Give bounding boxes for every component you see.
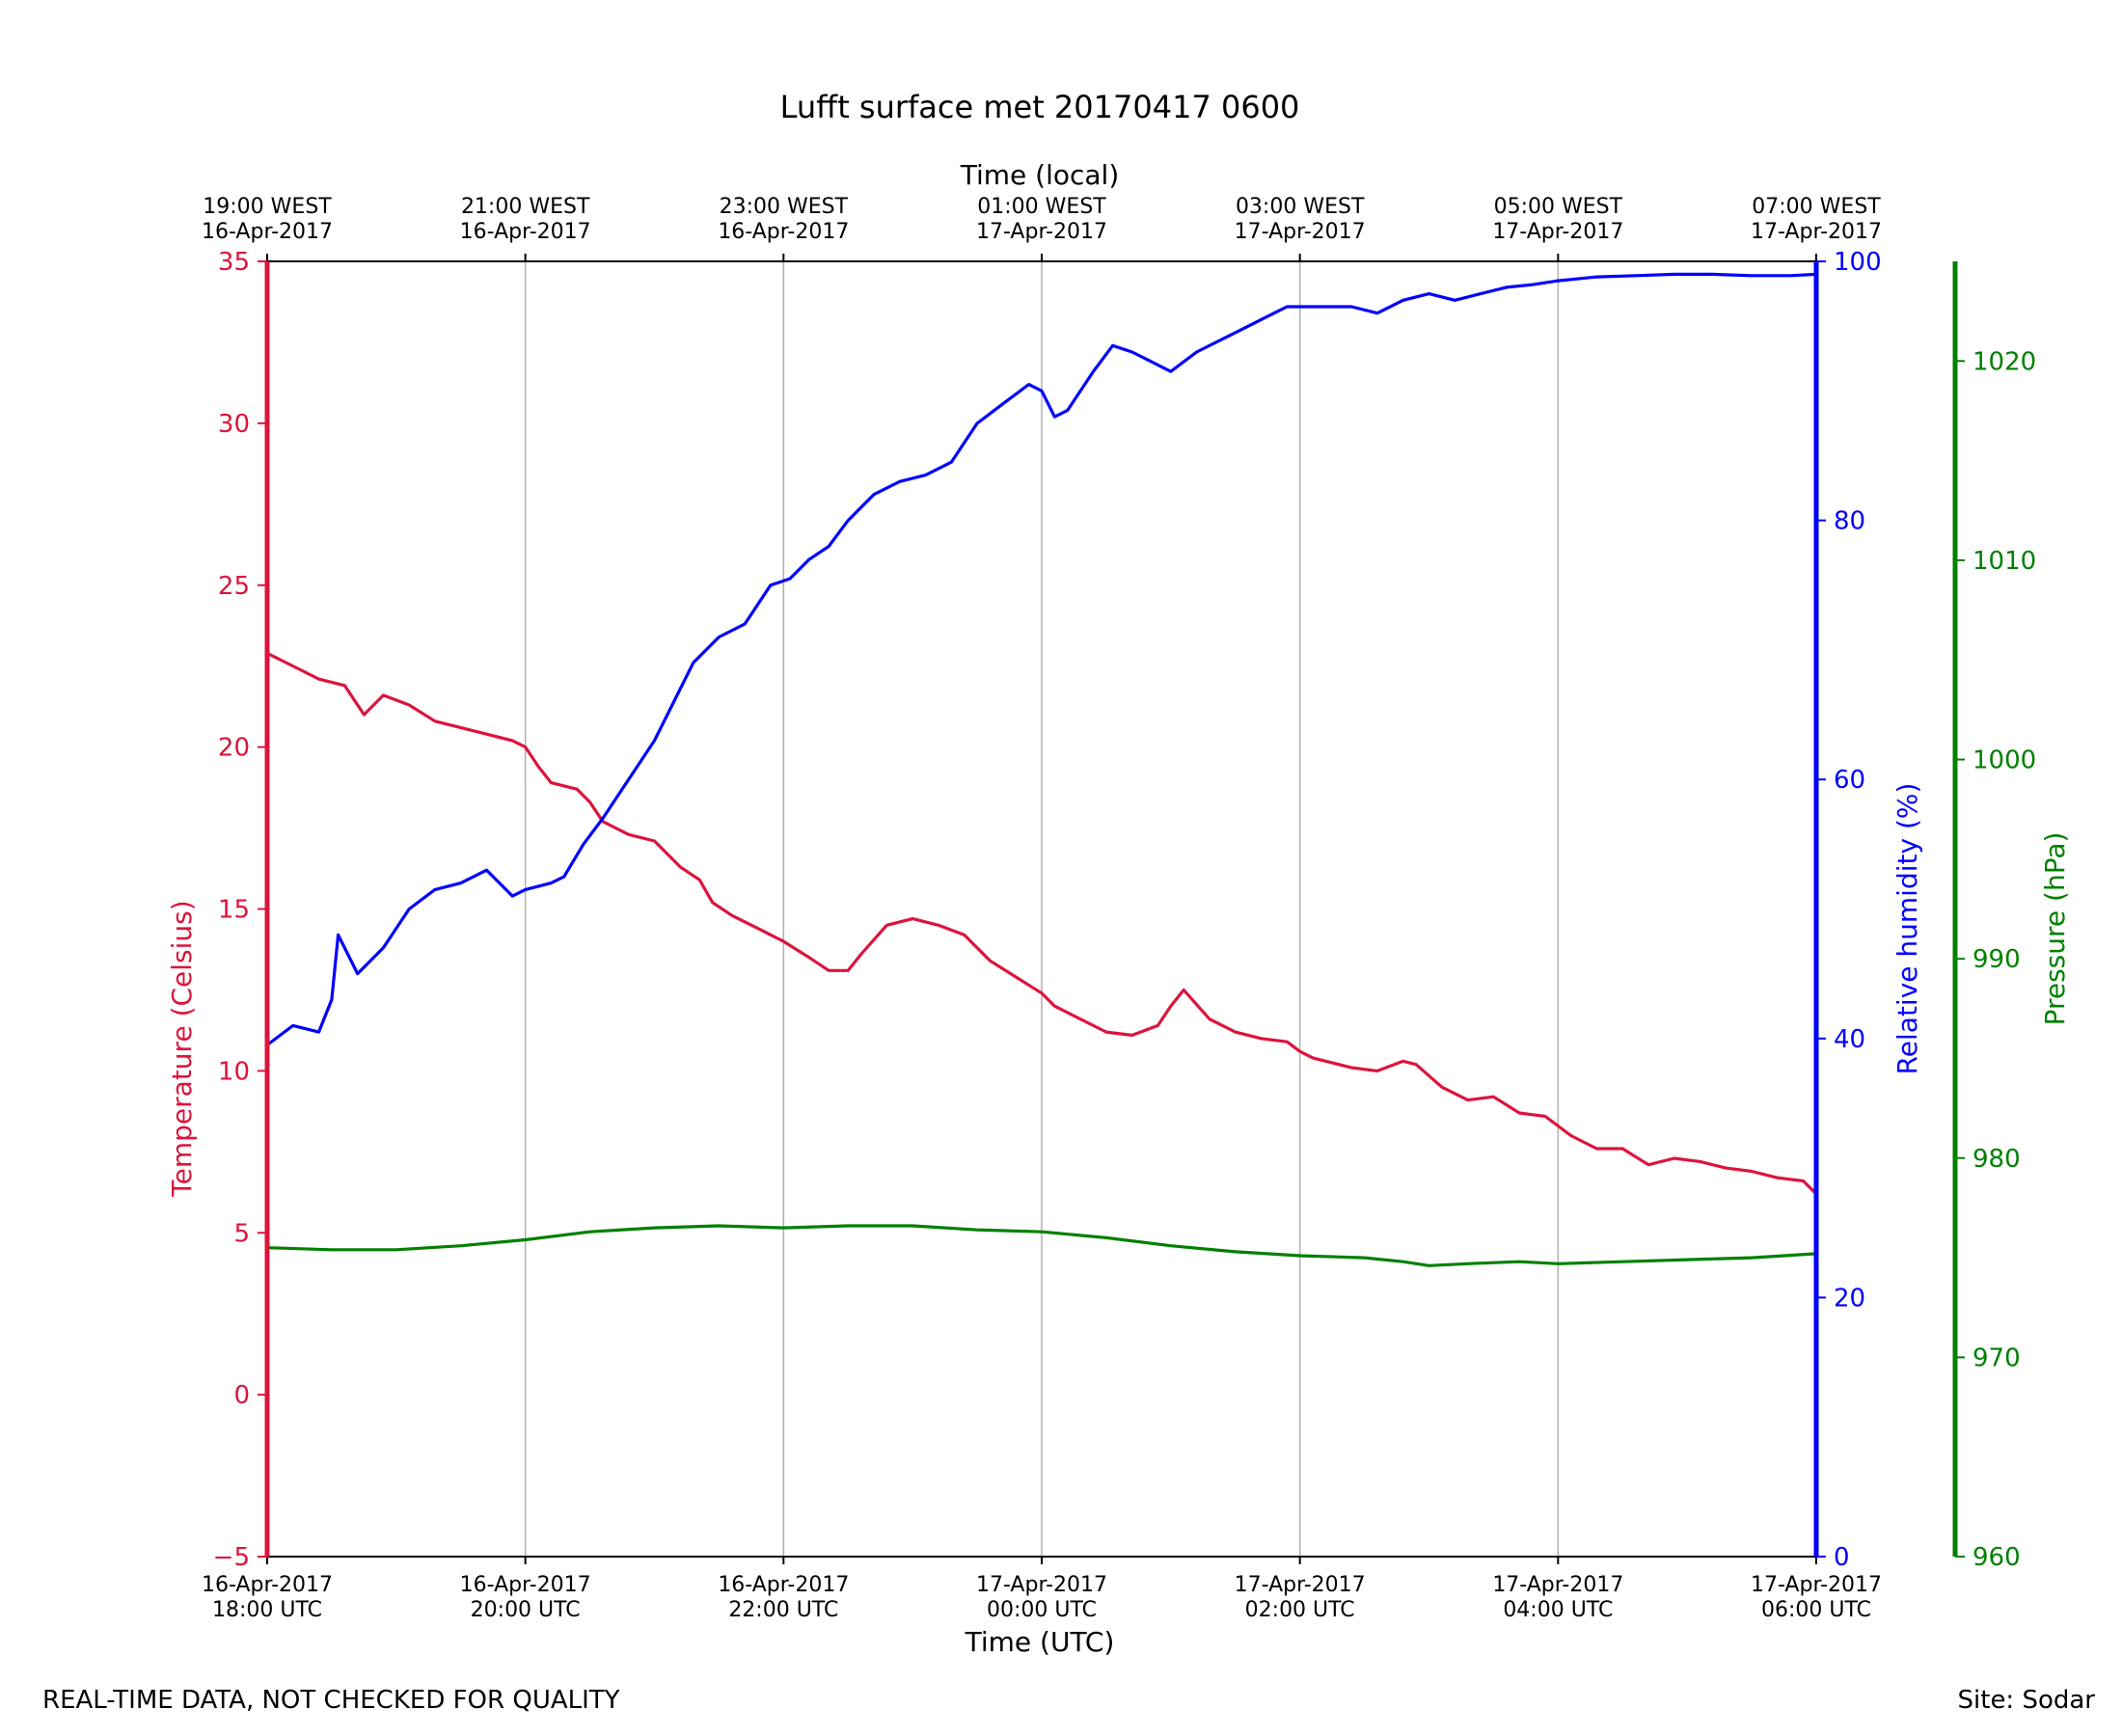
x2-tick-label: 16-Apr-2017 <box>718 220 849 244</box>
x-tick-label: 17-Apr-2017 <box>1235 1573 1366 1597</box>
humidity-axis: 0 20 40 60 80 100 <box>1813 248 1882 1572</box>
y-tick-label: 100 <box>1834 248 1882 277</box>
x2-tick-label: 17-Apr-2017 <box>1751 220 1882 244</box>
quality-disclaimer: REAL-TIME DATA, NOT CHECKED FOR QUALITY <box>42 1686 620 1715</box>
x-tick-label: 16-Apr-2017 <box>718 1573 849 1597</box>
pressure-line <box>266 1224 1817 1267</box>
temperature-axis-label: Temperature (Celsius) <box>166 900 198 1197</box>
x2-tick-label: 17-Apr-2017 <box>976 220 1107 244</box>
x-tick-label: 06:00 UTC <box>1761 1598 1871 1622</box>
x-tick-label: 04:00 UTC <box>1503 1598 1613 1622</box>
pressure-axis-label: Pressure (hPa) <box>2039 832 2071 1026</box>
x2-axis-label: Time (local) <box>960 159 1120 191</box>
y-tick-label: 15 <box>218 896 250 925</box>
y-tick-label: 0 <box>233 1381 250 1410</box>
y-tick-label: 970 <box>1972 1343 2021 1372</box>
chart-title: Lufft surface met 20170417 0600 <box>780 89 1300 125</box>
site-label: Site: Sodar <box>1957 1686 2095 1715</box>
x2-tick-label: 07:00 WEST <box>1752 195 1881 219</box>
plot-series <box>266 272 1818 1267</box>
y-tick-label: 5 <box>233 1219 250 1248</box>
x-tick-label: 16-Apr-2017 <box>460 1573 591 1597</box>
y-tick-label: 30 <box>218 410 250 439</box>
x-tick-label: 17-Apr-2017 <box>1751 1573 1882 1597</box>
y-tick-label: 20 <box>218 734 250 763</box>
temperature-line <box>266 651 1818 1196</box>
pressure-axis: 960 970 980 990 1000 1010 1020 <box>1952 261 2036 1572</box>
x-tick-label: 17-Apr-2017 <box>976 1573 1107 1597</box>
y-tick-label: 40 <box>1834 1025 1865 1054</box>
humidity-axis-label: Relative humidity (%) <box>1891 783 1923 1075</box>
y-tick-label: 35 <box>218 248 250 277</box>
x2-tick-label: 03:00 WEST <box>1236 195 1365 219</box>
gridlines <box>266 261 1817 1557</box>
x2-tick-label: 16-Apr-2017 <box>202 220 333 244</box>
x2-tick-label: 21:00 WEST <box>461 195 590 219</box>
y-tick-label: 25 <box>218 572 250 601</box>
y-tick-label: 1010 <box>1972 547 2036 576</box>
x-tick-label: 00:00 UTC <box>987 1598 1097 1622</box>
y-tick-label: 990 <box>1972 945 2021 974</box>
x-tick-label: 16-Apr-2017 <box>202 1573 333 1597</box>
humidity-line <box>266 272 1817 1046</box>
y-tick-label: −5 <box>213 1543 250 1572</box>
y-tick-label: 0 <box>1834 1543 1850 1572</box>
y-tick-label: 1000 <box>1972 746 2036 775</box>
y-tick-label: 60 <box>1834 766 1865 795</box>
x-tick-label: 22:00 UTC <box>728 1598 838 1622</box>
x2-tick-label: 01:00 WEST <box>977 195 1106 219</box>
x-tick-label: 02:00 UTC <box>1245 1598 1355 1622</box>
x2-tick-label: 17-Apr-2017 <box>1492 220 1623 244</box>
x-tick-label: 20:00 UTC <box>471 1598 581 1622</box>
x2-tick-label: 05:00 WEST <box>1494 195 1623 219</box>
x-axis-label: Time (UTC) <box>965 1626 1115 1658</box>
x2-tick-label: 19:00 WEST <box>203 195 332 219</box>
y-tick-label: 1020 <box>1972 347 2036 376</box>
y-tick-label: 20 <box>1834 1284 1865 1313</box>
x-tick-label: 17-Apr-2017 <box>1492 1573 1623 1597</box>
x2-tick-label: 16-Apr-2017 <box>460 220 591 244</box>
y-tick-label: 80 <box>1834 507 1865 536</box>
temperature-axis: −5 0 5 10 15 20 25 30 35 <box>213 248 270 1572</box>
y-tick-label: 960 <box>1972 1543 2021 1572</box>
x2-tick-label: 23:00 WEST <box>720 195 849 219</box>
x-tick-label: 18:00 UTC <box>212 1598 322 1622</box>
y-tick-label: 980 <box>1972 1145 2021 1174</box>
y-tick-label: 10 <box>218 1057 250 1086</box>
x2-tick-label: 17-Apr-2017 <box>1235 220 1366 244</box>
